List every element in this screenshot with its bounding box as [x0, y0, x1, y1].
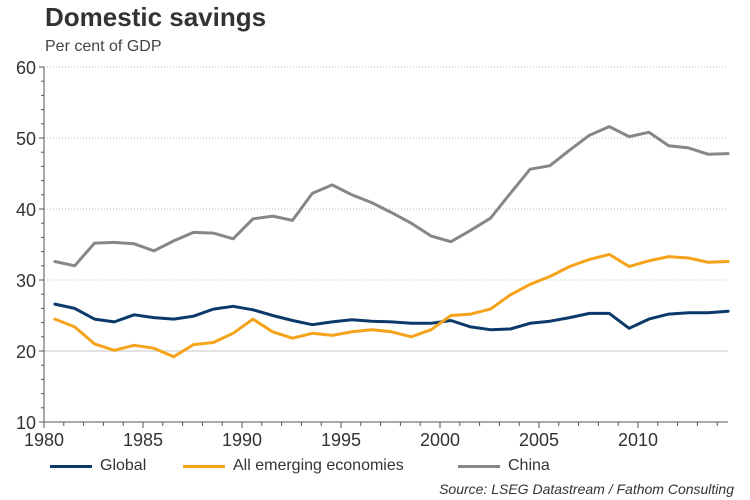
legend-swatch-china	[458, 464, 500, 468]
x-tick-label: 1985	[123, 430, 163, 450]
chart-subtitle: Per cent of GDP	[45, 38, 162, 55]
x-tick-label: 2010	[618, 430, 658, 450]
y-tick-label: 30	[16, 271, 36, 291]
axes	[43, 67, 728, 423]
series-line-china	[53, 125, 730, 268]
y-tick-label: 50	[16, 129, 36, 149]
x-tick-label: 2000	[420, 430, 460, 450]
y-tick-label: 60	[16, 58, 36, 78]
legend-swatch-global	[50, 464, 92, 468]
x-tick-label: 1995	[321, 430, 361, 450]
y-axis-ticks: 10 20 30 40 50 60	[16, 58, 44, 433]
series-lines	[53, 125, 730, 359]
legend-label-emerging: All emerging economies	[233, 457, 404, 474]
x-axis-ticks: 1980 1985 1990 1995 2000 2005 2010	[24, 422, 718, 450]
legend-label-china: China	[508, 457, 550, 474]
chart-title: Domestic savings	[45, 2, 267, 32]
legend-label-global: Global	[100, 457, 147, 474]
source-note: Source: LSEG Datastream / Fathom Consult…	[439, 481, 734, 497]
x-tick-label: 1990	[222, 430, 262, 450]
y-tick-label: 40	[16, 200, 36, 220]
series-line-global	[53, 302, 730, 332]
y-tick-label: 10	[16, 413, 36, 433]
x-tick-label: 1980	[24, 430, 64, 450]
legend-swatch-emerging	[183, 464, 225, 468]
series-line-all-emerging-economies	[53, 252, 730, 359]
legend: Global All emerging economies China	[0, 457, 750, 477]
legend-item-global: Global	[50, 457, 146, 475]
legend-item-emerging: All emerging economies	[183, 457, 404, 475]
x-tick-label: 2005	[519, 430, 559, 450]
y-tick-label: 20	[16, 342, 36, 362]
legend-item-china: China	[458, 457, 550, 475]
